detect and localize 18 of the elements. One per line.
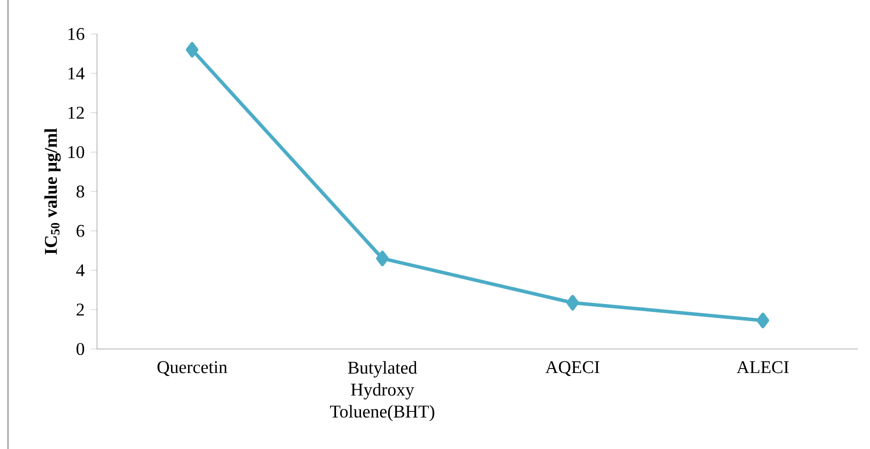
point: [186, 42, 198, 58]
x-tick-label: AQECI: [545, 361, 600, 376]
x-tick-label: Quercetin: [158, 361, 228, 376]
y-tick-label: 8: [76, 185, 84, 198]
y-tick-label: 6: [76, 224, 84, 237]
y-tick-label: 12: [68, 106, 84, 119]
point: [376, 250, 389, 266]
x-tick-label: Butylated Hydroxy Toluene(BHT): [330, 361, 434, 422]
y-tick-label: 14: [68, 67, 85, 80]
y-tick-label: 4: [76, 264, 85, 276]
y-tick-label: 0: [76, 342, 84, 356]
y-tick-label: 10: [68, 146, 84, 158]
x-tick-label: ALECI: [736, 361, 789, 374]
point: [756, 312, 770, 328]
y-tick-label: 2: [76, 304, 84, 316]
point: [566, 294, 579, 310]
y-axis-title: IC$_{50}$ value µg/ml: [44, 128, 61, 254]
y-tick-label: 16: [68, 28, 84, 40]
